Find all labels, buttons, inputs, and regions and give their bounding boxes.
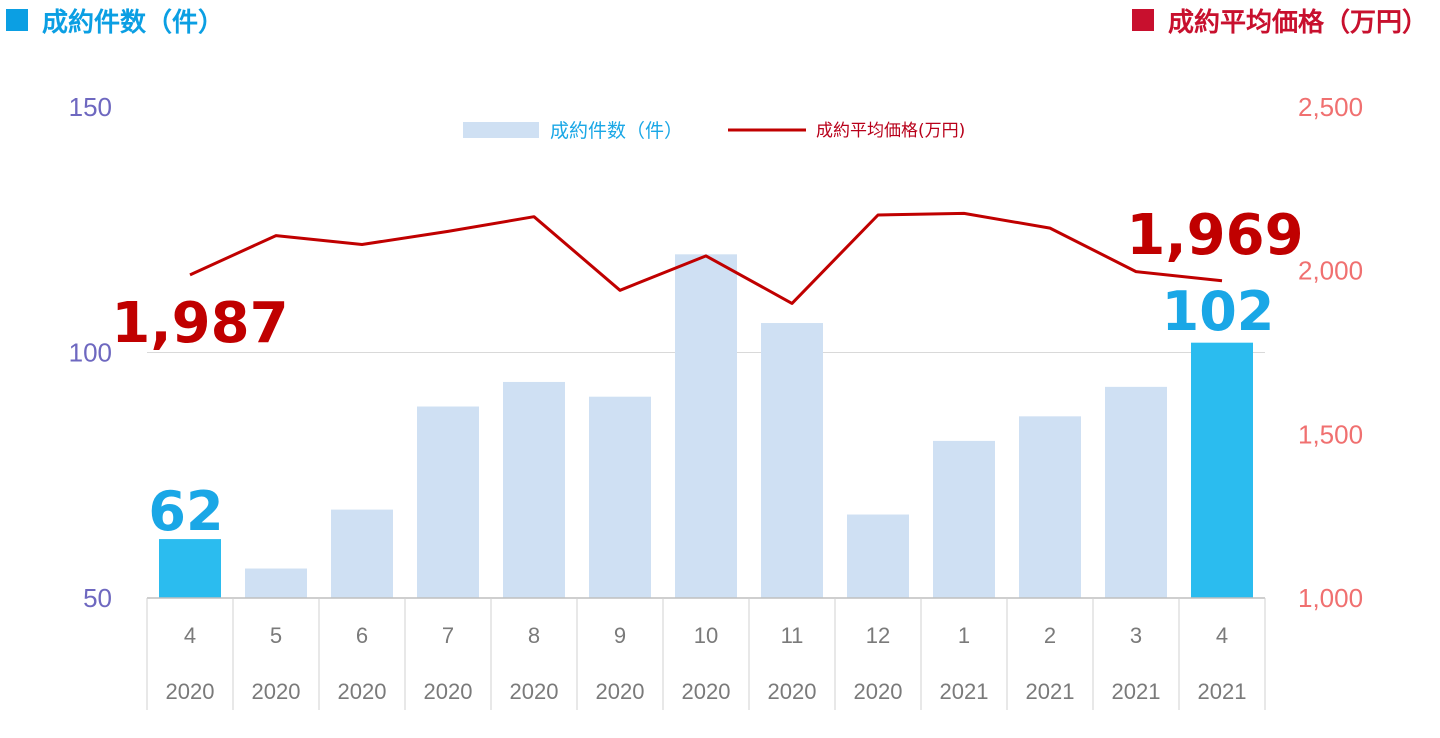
x-month-label: 6 [356, 623, 368, 648]
x-month-label: 12 [866, 623, 890, 648]
bar [589, 396, 651, 598]
legend-bar-label: 成約件数（件） [550, 120, 683, 142]
line-series [189, 211, 1223, 305]
x-year-label: 2020 [338, 679, 387, 704]
x-month-label: 9 [614, 623, 626, 648]
right-tick-label: 2,500 [1298, 92, 1363, 122]
left-tick-label: 50 [83, 583, 112, 613]
x-month-label: 10 [694, 623, 718, 648]
left-axis-title: 成約件数（件） [42, 7, 225, 38]
left-axis-header: 成約件数（件） [6, 0, 224, 40]
right-tick-label: 1,000 [1298, 583, 1363, 613]
x-year-label: 2021 [1112, 679, 1161, 704]
x-year-label: 2021 [1026, 679, 1075, 704]
bar [675, 254, 737, 599]
last-price-callout: 1,969 [1126, 203, 1303, 268]
x-month-label: 7 [442, 623, 454, 648]
x-year-label: 2020 [166, 679, 215, 704]
right-tick-label: 2,000 [1298, 256, 1363, 286]
legend-line-label: 成約平均価格(万円) [816, 121, 965, 141]
x-year-label: 2020 [768, 679, 817, 704]
bar [1019, 416, 1081, 598]
x-month-label: 4 [1216, 623, 1228, 648]
bar [245, 568, 307, 598]
bar [1191, 342, 1253, 598]
legend: 成約件数（件） 成約平均価格(万円) [463, 120, 965, 142]
x-month-label: 3 [1130, 623, 1142, 648]
first-price-callout: 1,987 [111, 291, 288, 356]
x-year-label: 2020 [510, 679, 559, 704]
price-line [189, 211, 1223, 305]
x-month-label: 8 [528, 623, 540, 648]
bar [933, 440, 995, 598]
right-axis-header: 成約平均価格（万円） [1131, 0, 1428, 40]
left-y-axis: 150 100 50 [69, 92, 112, 613]
left-tick-label: 150 [69, 92, 112, 122]
blue-square-icon [6, 9, 28, 31]
right-axis-title: 成約平均価格（万円） [1167, 7, 1428, 38]
x-year-label: 2020 [424, 679, 473, 704]
legend-bar-swatch [463, 122, 539, 138]
bar [503, 381, 565, 598]
first-bar-callout: 62 [148, 480, 223, 543]
bar [1105, 386, 1167, 598]
bar [761, 323, 823, 598]
x-month-label: 11 [781, 623, 804, 648]
x-year-label: 2021 [1198, 679, 1247, 704]
x-year-label: 2020 [682, 679, 731, 704]
x-axis: 4 2020 5 2020 6 2020 7 2020 8 2020 9 2020 10 2020 11 20… [146, 597, 1266, 710]
x-month-label: 2 [1044, 623, 1056, 648]
red-square-icon [1131, 9, 1154, 31]
x-year-label: 2021 [940, 679, 989, 704]
bar [417, 406, 479, 598]
x-year-label: 2020 [596, 679, 645, 704]
bar [331, 509, 393, 598]
right-tick-label: 1,500 [1298, 419, 1363, 449]
x-month-label: 5 [270, 623, 282, 648]
callouts: 62 102 1,987 1,969 [111, 203, 1303, 543]
x-year-label: 2020 [854, 679, 903, 704]
x-month-label: 4 [184, 623, 196, 648]
x-year-label: 2020 [252, 679, 301, 704]
bar [159, 539, 221, 598]
left-tick-label: 100 [69, 338, 112, 368]
bar [847, 514, 909, 598]
right-y-axis: 2,500 2,000 1,500 1,000 [1298, 92, 1363, 613]
last-bar-callout: 102 [1162, 280, 1275, 343]
bar-series [159, 254, 1253, 599]
x-month-label: 1 [958, 623, 970, 648]
